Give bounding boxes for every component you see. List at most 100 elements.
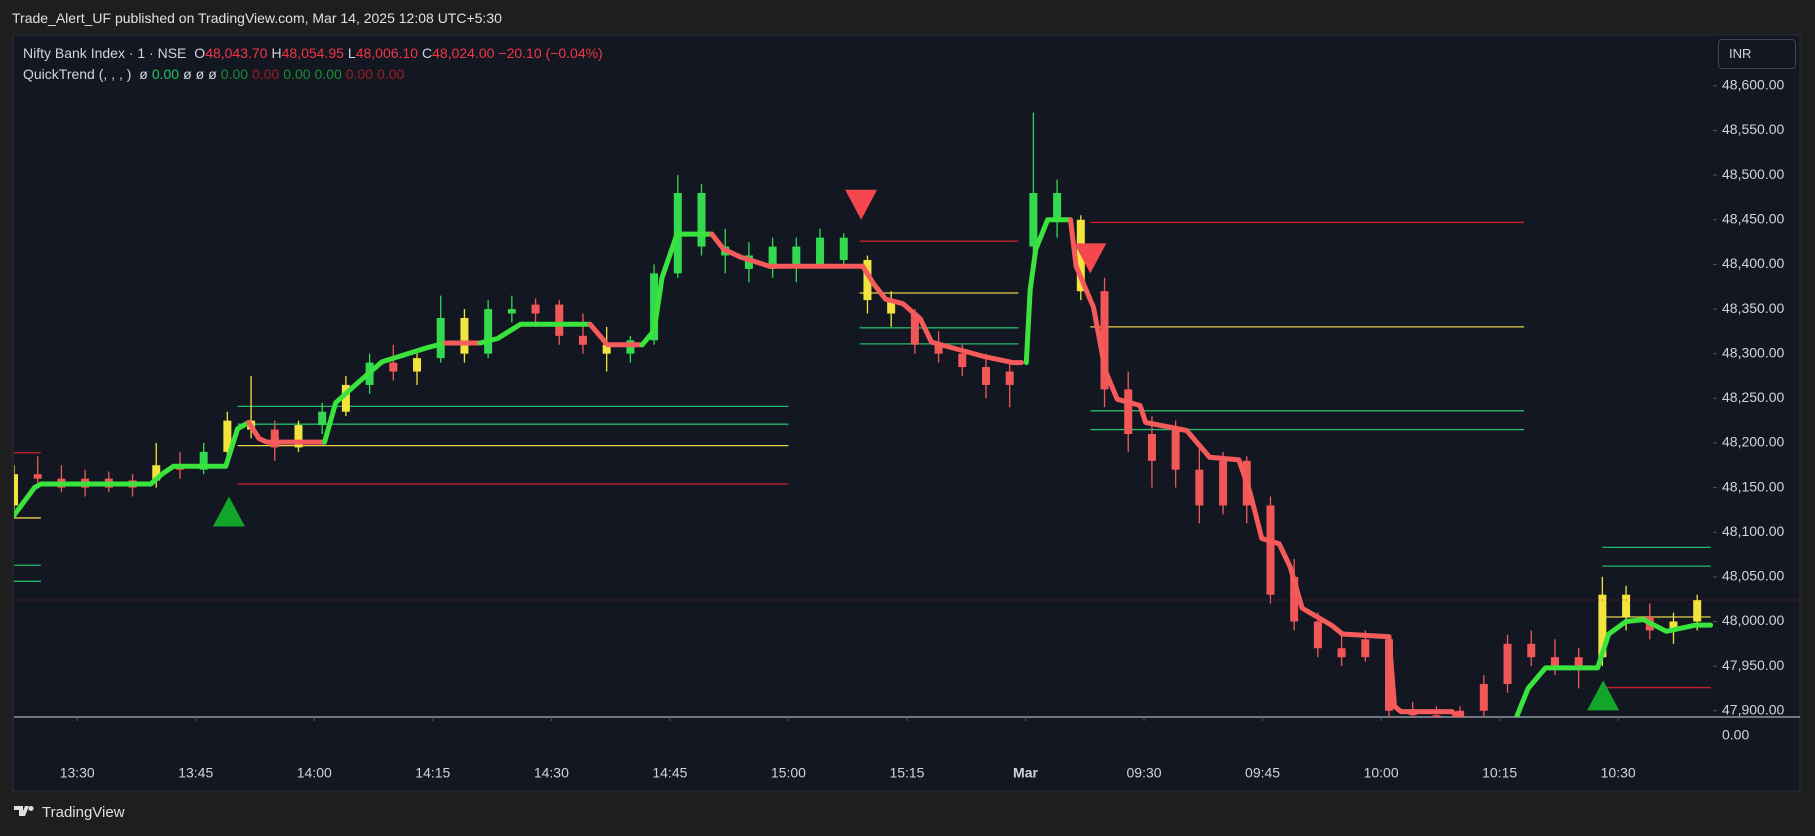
candle-body [1622, 594, 1631, 618]
price-change: −20.10 (−0.04%) [498, 45, 603, 61]
x-tick-label: 09:30 [1127, 765, 1162, 781]
candle-body [910, 313, 919, 345]
y-tick-label: 48,400.00 [1722, 255, 1784, 271]
x-tick-label: 14:45 [652, 765, 687, 781]
candle-body [33, 474, 42, 479]
candle-body [1574, 657, 1583, 667]
indicator-value: 0.00 [252, 66, 280, 82]
ohlc-value: 48,024.00 [432, 45, 495, 61]
x-tick-label: 09:45 [1245, 765, 1280, 781]
trend-line [587, 321, 645, 348]
x-tick-label: 10:00 [1364, 765, 1399, 781]
candle-body [484, 309, 493, 354]
candle-body [863, 259, 872, 301]
candle-body [460, 317, 469, 354]
candle-body [413, 358, 422, 372]
candle-body [318, 411, 327, 426]
y-tick-label: 48,500.00 [1722, 166, 1784, 182]
indicator-legend: QuickTrend (, , , ) ø 0.00 ø ø ø 0.00 0.00 0.00… [23, 66, 408, 82]
y-tick-label: 48,150.00 [1722, 478, 1784, 494]
y-tick-label: 47,900.00 [1722, 701, 1784, 717]
candle-body [1171, 429, 1180, 470]
lower-pane-tick-label: 0.00 [1722, 727, 1749, 743]
y-tick-label: 47,950.00 [1722, 657, 1784, 673]
candle-body [1503, 643, 1512, 684]
signal-down [1074, 243, 1107, 274]
currency-button[interactable]: INR [1718, 39, 1796, 69]
candle-body [199, 451, 208, 470]
x-tick-label: 15:00 [771, 765, 806, 781]
y-tick-label: 48,550.00 [1722, 121, 1784, 137]
x-tick-label: 14:00 [297, 765, 332, 781]
candle-body [697, 193, 706, 247]
indicator-name: QuickTrend (, , , ) [23, 66, 132, 82]
indicator-value: 0.00 [377, 66, 405, 82]
trend-line [477, 321, 593, 346]
candle-body [887, 300, 896, 314]
candle-body [1147, 434, 1156, 461]
candle-body [152, 465, 161, 481]
chart-panel [12, 34, 1801, 792]
candle-body [1456, 710, 1465, 717]
candle-body [531, 304, 540, 314]
x-tick-label: 10:30 [1601, 765, 1636, 781]
candle-body [1479, 683, 1488, 711]
y-tick-label: 48,100.00 [1722, 523, 1784, 539]
candle-body [1432, 715, 1441, 717]
ohlc-value: 48,043.70 [205, 45, 268, 61]
ohlc-name: H [271, 45, 282, 61]
ohlc-name: O [194, 45, 206, 61]
indicator-value: ø [183, 66, 192, 82]
candle-body [578, 335, 587, 345]
candle-body [1598, 594, 1607, 658]
indicator-value: 0.00 [151, 66, 180, 82]
symbol-legend: Nifty Bank Index · 1 · NSE O48,043.70 H48… [23, 45, 607, 61]
tradingview-logo [14, 806, 34, 816]
candle-body [436, 317, 445, 359]
signal-up [1587, 680, 1620, 711]
candle-body [1053, 193, 1062, 220]
x-tick-label: Mar [1013, 765, 1038, 781]
y-tick-label: 48,600.00 [1722, 77, 1784, 93]
x-tick-label: 10:15 [1482, 765, 1517, 781]
publisher-line: Trade_Alert_UF published on TradingView.… [12, 10, 502, 26]
candle-body [1385, 639, 1394, 711]
candle-body [1124, 389, 1133, 435]
candle-body [958, 353, 967, 368]
candle-body [602, 344, 611, 354]
trend-line [1023, 217, 1073, 366]
candle-body [555, 304, 564, 336]
x-tick-label: 15:15 [889, 765, 924, 781]
candle-body [1100, 291, 1109, 390]
candle-body [14, 474, 18, 506]
signal-up [212, 496, 245, 527]
trend-line [246, 419, 328, 445]
x-tick-label: 14:30 [534, 765, 569, 781]
candle-body [1361, 639, 1370, 658]
plot-area [14, 112, 1713, 717]
trend-line [1068, 217, 1461, 717]
candle-body [816, 237, 825, 265]
candle-body [294, 425, 303, 448]
indicator-value: 0.00 [345, 66, 374, 82]
trend-line [14, 419, 252, 518]
candle-body [1527, 643, 1536, 658]
x-tick-label: 13:45 [178, 765, 213, 781]
y-tick-label: 48,200.00 [1722, 434, 1784, 450]
ohlc-name: C [422, 45, 433, 61]
candle-body [389, 362, 398, 372]
candle-body [270, 429, 279, 448]
y-tick-label: 48,050.00 [1722, 568, 1784, 584]
candle-body [934, 344, 943, 354]
candle-body [1669, 621, 1678, 631]
indicator-value: 0.00 [220, 66, 249, 82]
indicator-value: 0.00 [314, 66, 342, 82]
y-tick-label: 48,450.00 [1722, 210, 1784, 226]
candle-body [839, 237, 848, 260]
candle-body [1313, 621, 1322, 649]
x-tick-label: 14:15 [415, 765, 450, 781]
candle-body [341, 384, 350, 412]
candle-body [1005, 371, 1014, 385]
footer-brand: TradingView [42, 804, 125, 821]
